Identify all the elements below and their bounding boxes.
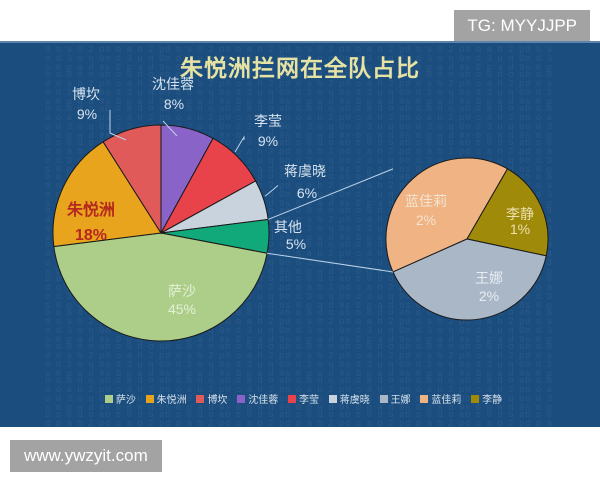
svg-text:其他: 其他: [274, 219, 302, 235]
svg-text:8%: 8%: [164, 96, 184, 112]
svg-text:沈佳蓉: 沈佳蓉: [152, 76, 194, 92]
svg-text:18%: 18%: [75, 227, 107, 244]
svg-text:1%: 1%: [510, 221, 530, 237]
svg-text:蒋虞晓: 蒋虞晓: [284, 163, 326, 179]
svg-text:王娜: 王娜: [475, 270, 503, 286]
svg-text:5%: 5%: [286, 236, 306, 252]
svg-text:博坎: 博坎: [72, 86, 100, 102]
svg-text:2%: 2%: [479, 288, 499, 304]
svg-text:9%: 9%: [258, 133, 278, 149]
svg-text:9%: 9%: [77, 106, 97, 122]
svg-text:蓝佳莉: 蓝佳莉: [405, 193, 447, 209]
svg-text:李静: 李静: [506, 206, 534, 222]
svg-text:45%: 45%: [168, 301, 196, 317]
svg-text:朱悦洲: 朱悦洲: [67, 200, 115, 219]
svg-text:萨沙: 萨沙: [168, 283, 196, 299]
svg-text:6%: 6%: [297, 185, 317, 201]
svg-text:李莹: 李莹: [254, 113, 282, 129]
svg-text:2%: 2%: [416, 212, 436, 228]
